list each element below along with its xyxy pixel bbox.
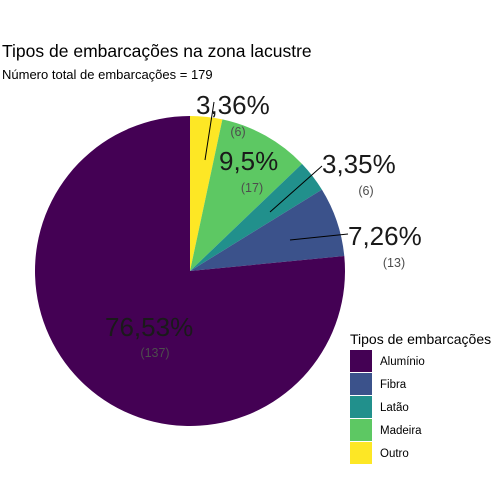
slice-madeira [190, 119, 302, 272]
legend-key-latao [350, 396, 372, 418]
legend-label-latao: Latão [380, 402, 409, 414]
slice-fibra [190, 189, 345, 271]
leader-lines [204, 101, 349, 241]
percent-label-madeira: 9,5% [219, 146, 278, 176]
count-label-madeira: (17) [241, 181, 263, 195]
leader-line-fibra [289, 233, 349, 241]
count-label-aluminio: (137) [140, 346, 169, 360]
percent-label-latao: 3,35% [322, 149, 396, 179]
pie-slices [35, 116, 345, 426]
legend-key-fibra [350, 373, 372, 395]
legend: Tipos de embarcações Alumínio Fibra Latão M… [350, 331, 491, 464]
slice-latao [190, 163, 322, 271]
legend-key-outro [350, 442, 372, 464]
legend-label-outro: Outro [380, 448, 409, 460]
legend-label-aluminio: Alumínio [380, 356, 425, 368]
chart-title: Tipos de embarcações na zona lacustre [2, 41, 312, 61]
leader-line-latao [269, 165, 323, 213]
slice-aluminio [35, 116, 345, 426]
legend-key-aluminio [350, 350, 372, 372]
legend-title: Tipos de embarcações [350, 331, 491, 347]
percent-label-outro: 3,36% [196, 90, 270, 120]
count-label-outro: (6) [230, 125, 245, 139]
legend-key-madeira [350, 419, 372, 441]
count-label-fibra: (13) [383, 256, 405, 270]
count-label-latao: (6) [358, 184, 373, 198]
leader-line-outro [204, 101, 215, 161]
slice-outro [190, 116, 223, 271]
slice-labels: 76,53% (137) 7,26% (13) 3,35% (6) 9,5% (17) 3,36… [105, 90, 422, 360]
percent-label-aluminio: 76,53% [105, 312, 193, 342]
percent-label-fibra: 7,26% [348, 221, 422, 251]
legend-label-madeira: Madeira [380, 425, 422, 437]
legend-label-fibra: Fibra [380, 379, 407, 391]
chart-subtitle: Número total de embarcações = 179 [2, 67, 213, 82]
